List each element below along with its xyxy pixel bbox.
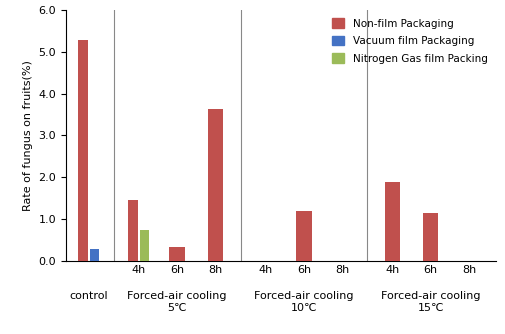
Text: Forced-air cooling
10℃: Forced-air cooling 10℃ xyxy=(254,291,353,313)
Text: Forced-air cooling
5℃: Forced-air cooling 5℃ xyxy=(127,291,226,313)
Bar xyxy=(208,109,223,261)
Text: control: control xyxy=(69,291,108,301)
Bar xyxy=(384,182,399,261)
Bar xyxy=(169,247,184,261)
Bar xyxy=(128,200,138,261)
Legend: Non-film Packaging, Vacuum film Packaging, Nitrogen Gas film Packing: Non-film Packaging, Vacuum film Packagin… xyxy=(328,15,490,67)
Bar xyxy=(422,212,437,261)
Text: Forced-air cooling
15℃: Forced-air cooling 15℃ xyxy=(380,291,479,313)
Bar xyxy=(139,230,149,261)
Bar xyxy=(78,40,88,261)
Bar xyxy=(89,249,99,261)
Y-axis label: Rate of fungus on fruits(%): Rate of fungus on fruits(%) xyxy=(23,60,33,211)
Bar xyxy=(295,211,311,261)
